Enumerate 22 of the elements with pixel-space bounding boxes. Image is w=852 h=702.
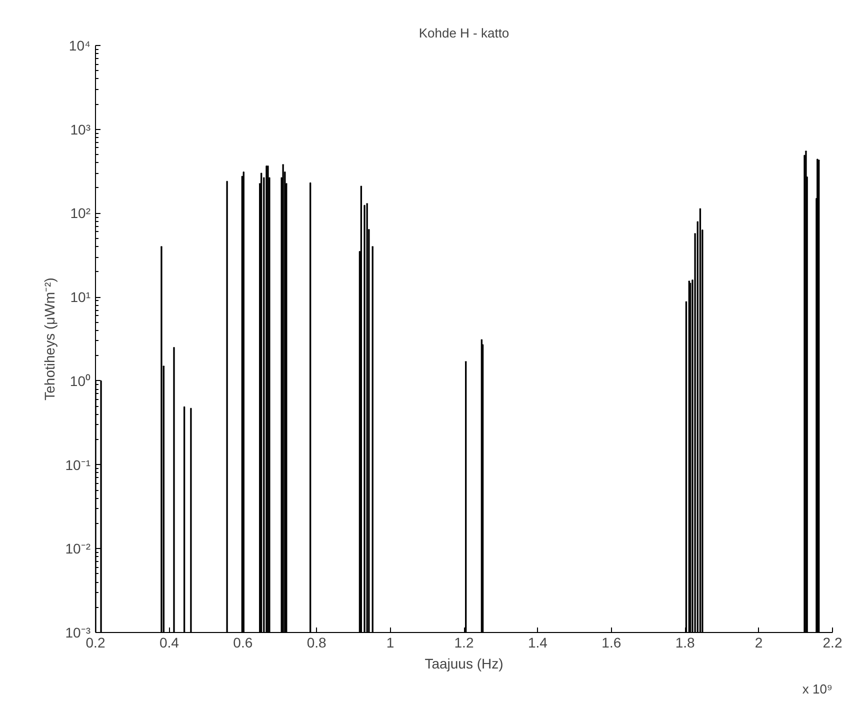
chart-title: Kohde H - katto bbox=[418, 26, 510, 40]
y-tick-label: 10² bbox=[70, 205, 91, 222]
x-tick-label: 2.2 bbox=[822, 634, 842, 650]
text: x 10⁹ bbox=[802, 682, 832, 696]
y-tick-label: 10⁴ bbox=[68, 38, 91, 54]
y-tick-label: 10¹ bbox=[70, 289, 91, 306]
x-tick-label: 2 bbox=[754, 634, 763, 650]
x-axis-title: Taajuus (Hz) bbox=[424, 656, 504, 672]
x-tick-label: 0.8 bbox=[306, 634, 327, 650]
x-tick-label: 0.2 bbox=[86, 634, 106, 650]
y-axis-title: Tehotiheys (μWm⁻²) bbox=[41, 278, 58, 400]
x-tick-label: 0.6 bbox=[233, 634, 253, 650]
x-tick-label: 1.2 bbox=[454, 634, 474, 650]
x-tick-label: 1 bbox=[386, 634, 394, 650]
x-tick-label: 1.4 bbox=[528, 634, 548, 650]
y-tick-label: 10⁻² bbox=[65, 540, 91, 557]
y-tick-label: 10⁻¹ bbox=[65, 456, 91, 473]
x-tick-label: 1.6 bbox=[602, 634, 622, 650]
y-tick-label: 10³ bbox=[70, 121, 91, 138]
y-tick-label: 10⁰ bbox=[70, 372, 91, 389]
x-tick-label: 0.4 bbox=[159, 634, 180, 650]
x-tick-label: 1.8 bbox=[675, 634, 696, 650]
